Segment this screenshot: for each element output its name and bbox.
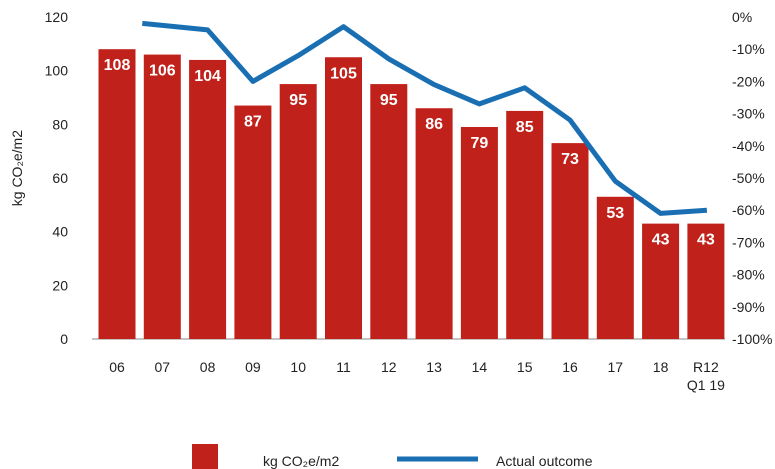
bar-value-label: 53: [606, 205, 624, 222]
bar-value-label: 95: [380, 92, 398, 109]
bar-value-label: 105: [330, 65, 357, 82]
y-tick-label: 100: [45, 63, 69, 79]
bar: [279, 84, 317, 339]
x-tick-label: 16: [562, 359, 578, 375]
bar: [642, 223, 680, 339]
y2-tick-label: -40%: [732, 138, 765, 154]
x-tick-label: 15: [517, 359, 533, 375]
legend: kg CO₂e/m2 Actual outcome: [192, 444, 593, 469]
y-tick-label: 60: [52, 170, 68, 186]
y2-tick-label: -50%: [732, 170, 765, 186]
bar-value-label: 73: [561, 151, 579, 168]
bar-value-label: 85: [516, 119, 534, 136]
bar: [234, 105, 272, 339]
y-axis-label: kg CO₂e/m2: [9, 130, 25, 206]
legend-bar-swatch: [192, 444, 218, 469]
x-tick-label: 08: [200, 359, 216, 375]
legend-bar-label: kg CO₂e/m2: [263, 453, 339, 469]
x-tick-label: 06: [109, 359, 125, 375]
y2-tick-label: 0%: [732, 9, 752, 25]
bar: [596, 196, 634, 339]
bar-series: [98, 49, 725, 340]
bar-value-label: 106: [149, 63, 176, 80]
bar: [325, 57, 362, 339]
bar-value-label: 86: [425, 116, 443, 133]
x-tick-label: 11: [336, 359, 351, 375]
y2-tick-label: -20%: [732, 73, 765, 89]
legend-line-label: Actual outcome: [496, 453, 593, 469]
bar: [415, 108, 453, 339]
y-tick-label: 40: [52, 224, 68, 240]
x-tick-label: 14: [472, 359, 488, 375]
bar: [506, 110, 544, 340]
bar-value-label: 43: [652, 232, 670, 249]
x-tick-label: 12: [381, 359, 397, 375]
x-tick-label: 18: [653, 359, 669, 375]
x-tick-label: Q1 19: [687, 377, 725, 393]
x-tick-label: 10: [290, 359, 306, 375]
y2-tick-label: -30%: [732, 106, 765, 122]
bar: [189, 59, 227, 339]
bar-value-label: 104: [194, 68, 221, 85]
y2-tick-label: -80%: [732, 267, 765, 283]
y2-tick-label: -70%: [732, 234, 765, 250]
bar-value-label: 108: [104, 57, 131, 74]
bar-value-label: 95: [289, 92, 307, 109]
actual-outcome-line: [142, 20, 708, 216]
x-tick-label: 17: [608, 359, 624, 375]
x-axis-ticks: 06 07 08 09 10 11 12 13 14 15 16 17 18 R12 Q1 19: [109, 359, 725, 393]
left-axis-ticks: 0 20 40 60 80 100 120: [45, 9, 69, 347]
y-tick-label: 80: [52, 116, 68, 132]
x-tick-label: 13: [426, 359, 442, 375]
y-tick-label: 20: [52, 277, 68, 293]
y2-tick-label: -100%: [732, 331, 772, 347]
bar: [370, 84, 408, 339]
bar: [98, 49, 136, 339]
bar-value-label: 87: [244, 114, 262, 131]
bar: [687, 223, 725, 339]
y2-tick-label: -60%: [732, 202, 765, 218]
bar: [143, 54, 181, 340]
bar: [551, 143, 589, 339]
y2-tick-label: -10%: [732, 41, 765, 57]
x-tick-label: R12: [693, 359, 719, 375]
bar: [460, 127, 498, 340]
bar-value-label: 43: [697, 232, 715, 249]
x-tick-label: 09: [245, 359, 261, 375]
y2-tick-label: -90%: [732, 299, 765, 315]
y-tick-label: 120: [45, 9, 69, 25]
x-tick-label: 07: [155, 359, 171, 375]
y-axis-title: kg CO₂e/m2: [9, 130, 25, 206]
bar-value-labels: 108 106 104 87 95 105 95 86 79 85 73 53 43 43: [104, 57, 715, 248]
bar-value-label: 79: [471, 135, 489, 152]
right-axis-ticks: 0% -10% -20% -30% -40% -50% -60% -70% -80% -90% -1…: [732, 9, 772, 347]
y-tick-label: 0: [60, 331, 68, 347]
